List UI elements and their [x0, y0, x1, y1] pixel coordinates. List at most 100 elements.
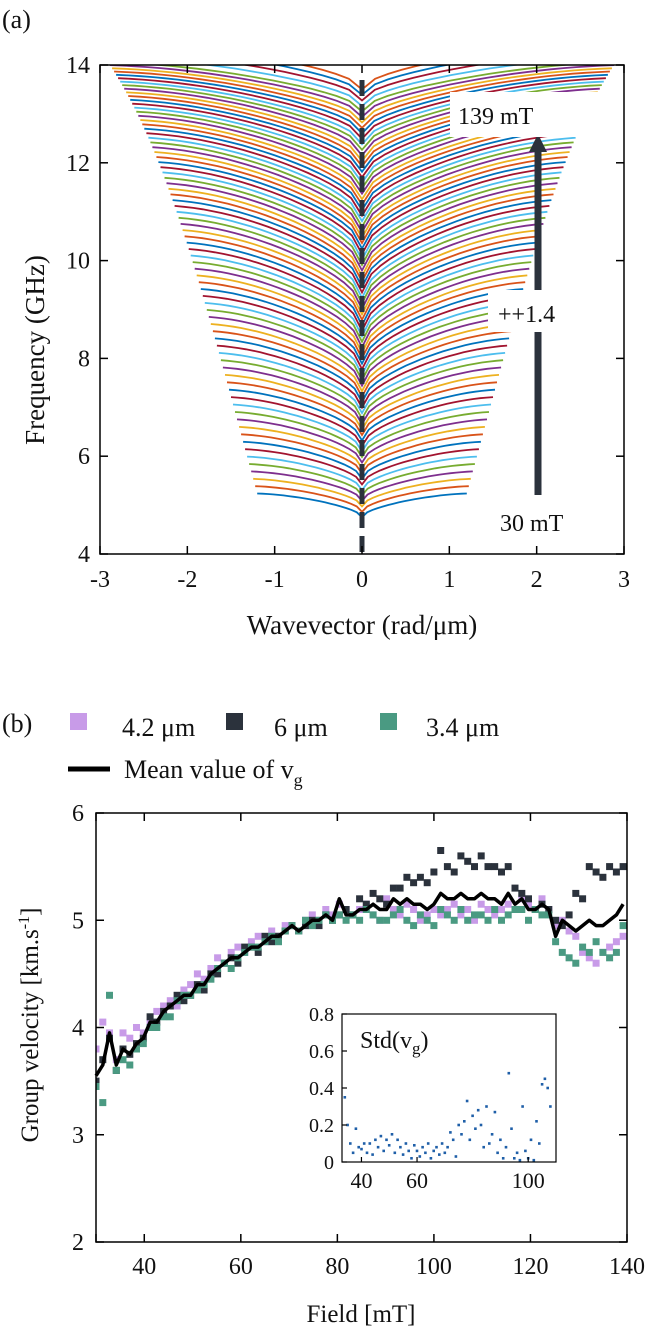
point-6um — [214, 970, 222, 978]
dispersion-curve — [166, 182, 558, 273]
point-42um — [410, 906, 418, 913]
point-6um — [416, 873, 424, 881]
point-34um — [335, 911, 343, 919]
point-34um — [376, 916, 384, 924]
inset-point — [482, 1145, 485, 1149]
point-42um — [416, 916, 424, 924]
point-34um — [599, 948, 607, 956]
inset-point — [515, 1151, 519, 1155]
inset-y-tick-label: 0 — [324, 1152, 334, 1174]
legend-marker-34um — [380, 713, 397, 730]
x-tick-label: 0 — [356, 567, 368, 593]
point-6um — [234, 959, 242, 967]
point-6um — [342, 906, 350, 913]
inset-x-tick-label: 100 — [512, 1168, 545, 1193]
inset-point — [396, 1138, 399, 1142]
point-34um — [585, 948, 593, 956]
point-6um — [498, 868, 505, 876]
legend-label-6um: 6 μm — [274, 713, 328, 742]
inset-point — [513, 1157, 516, 1160]
y-tick-label: 2 — [72, 1230, 84, 1256]
x-tick-label: 100 — [416, 1254, 452, 1280]
point-6um — [484, 863, 492, 871]
inset-point — [399, 1145, 402, 1149]
inset-background — [342, 1014, 556, 1162]
inset-point — [449, 1131, 452, 1134]
point-34um — [106, 991, 113, 999]
point-34um — [356, 916, 364, 924]
annotation-middle-box — [488, 290, 584, 332]
point-34um — [592, 938, 600, 946]
point-42um — [383, 895, 391, 903]
inset-point — [443, 1151, 447, 1155]
inset-point — [421, 1145, 424, 1149]
inset-point — [446, 1145, 449, 1149]
point-42um — [484, 906, 492, 913]
inset-point — [418, 1155, 422, 1158]
point-34um — [96, 1083, 100, 1090]
point-34um — [139, 1040, 147, 1048]
x-tick-label: 60 — [229, 1254, 253, 1280]
point-42um — [592, 959, 600, 967]
y-tick-label: 6 — [78, 444, 90, 470]
point-6um — [477, 852, 485, 860]
point-42um — [612, 938, 620, 946]
inset-point — [351, 1151, 355, 1155]
x-tick-label: 120 — [512, 1254, 548, 1280]
point-34um — [416, 911, 424, 919]
point-6um — [362, 900, 370, 908]
point-34um — [275, 938, 282, 946]
point-6um — [606, 863, 614, 871]
point-42um — [565, 927, 573, 935]
dispersion-curve — [182, 229, 542, 317]
inset-point — [504, 1145, 508, 1149]
legend-label-34um: 3.4 μm — [426, 713, 499, 742]
point-6um — [369, 889, 377, 897]
point-6um — [565, 911, 573, 919]
dispersion-curve — [210, 323, 514, 394]
dispersion-curve — [164, 176, 560, 267]
point-6um — [241, 943, 249, 951]
inset-point — [465, 1099, 469, 1103]
y-tick-label: 6 — [72, 801, 84, 827]
point-42um — [133, 1024, 140, 1031]
point-42um — [619, 932, 627, 940]
dispersion-curve — [156, 156, 568, 245]
inset-std-points — [343, 1071, 552, 1162]
point-34um — [619, 922, 627, 930]
point-34um — [477, 911, 485, 919]
inset-point — [457, 1123, 460, 1127]
inset-point — [385, 1138, 388, 1142]
point-42um — [160, 1002, 168, 1010]
panel-a-label: (a) — [2, 5, 31, 34]
x-tick-label: -3 — [90, 567, 110, 593]
inset-point — [365, 1151, 369, 1155]
point-34um — [484, 916, 492, 924]
field-arrow-head — [529, 134, 547, 152]
point-42um — [504, 900, 512, 908]
point-34um — [403, 916, 411, 924]
point-42um — [227, 948, 235, 956]
point-34um — [437, 906, 445, 913]
annotation-top-box — [450, 92, 602, 137]
inset-point — [454, 1155, 458, 1158]
point-34um — [558, 948, 566, 956]
inset-point — [538, 1142, 541, 1145]
point-42um — [153, 1007, 161, 1015]
dispersion-curve — [148, 136, 576, 223]
inset-y-tick-label: 0.6 — [309, 1041, 334, 1063]
point-34um — [423, 916, 431, 924]
point-6um — [437, 847, 445, 854]
inset-point — [432, 1149, 435, 1153]
inset-point — [521, 1105, 524, 1108]
inset-point — [415, 1149, 419, 1153]
inset-point — [507, 1071, 511, 1075]
point-6um — [389, 884, 397, 892]
panel-a-xlabel: Wavevector (rad/μm) — [247, 610, 477, 640]
point-6um — [450, 868, 458, 876]
y-tick-label: 4 — [72, 1016, 84, 1042]
point-34um — [383, 916, 391, 924]
dispersion-curve — [255, 485, 469, 514]
point-34um — [450, 916, 458, 924]
